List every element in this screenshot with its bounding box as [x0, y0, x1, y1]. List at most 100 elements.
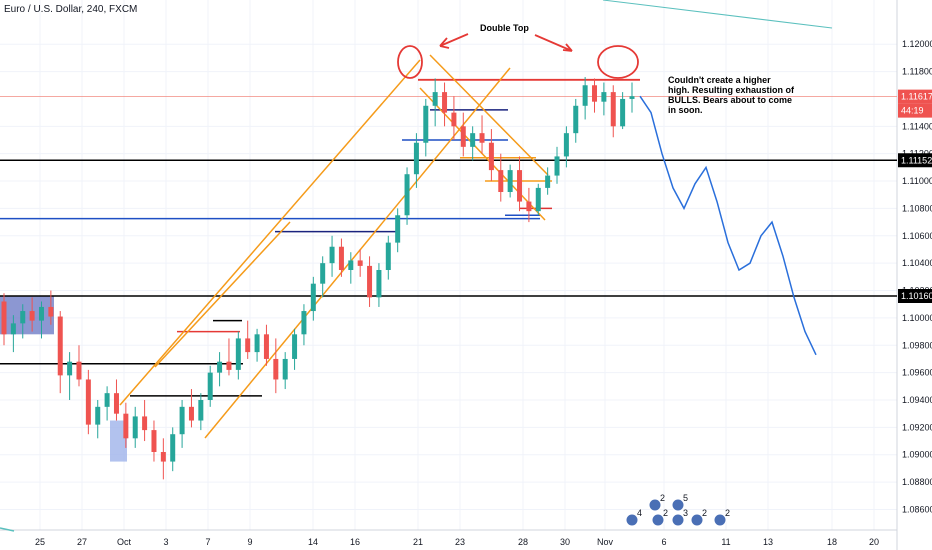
candle-body: [179, 406, 185, 435]
y-tick-label: 1.10400: [902, 258, 932, 268]
event-flag-icon: 3: [671, 508, 688, 527]
countdown-tag: 44:19: [901, 106, 924, 116]
candle-body: [432, 92, 438, 106]
grid: [0, 0, 897, 530]
projection-path: [639, 95, 817, 356]
candle-body: [488, 142, 494, 171]
candle-body: [1, 301, 7, 335]
teal-mark: [0, 527, 15, 532]
candle-body: [132, 416, 138, 439]
trend-line-teal: [602, 0, 833, 29]
event-flag-icon: 5: [671, 493, 688, 512]
event-flag-icon: 2: [651, 508, 668, 527]
y-tick-label: 1.11400: [902, 121, 932, 131]
event-count: 3: [683, 508, 688, 518]
candle-body: [29, 311, 35, 321]
level-tag-a: 1.11152: [901, 155, 932, 165]
y-tick-label: 1.09000: [902, 450, 932, 460]
candle-body: [535, 187, 541, 212]
candle-body: [545, 175, 551, 188]
candle-body: [95, 406, 101, 425]
x-tick-label: Oct: [117, 537, 132, 547]
candle-body: [460, 126, 466, 147]
candle-body: [245, 338, 251, 353]
x-tick-label: 7: [205, 537, 210, 547]
candle-body: [367, 265, 373, 298]
double-top-circle-1: [397, 45, 423, 79]
y-tick-label: 1.10600: [902, 231, 932, 241]
candle-body: [282, 358, 288, 380]
y-tick-label: 1.08800: [902, 477, 932, 487]
current-price-tag-bg: [898, 89, 932, 104]
arrow-icon-right: [534, 34, 573, 52]
level-tag-a-bg: [898, 153, 932, 168]
candle-body: [451, 112, 457, 127]
event-count: 4: [637, 508, 642, 518]
candle-body: [470, 133, 476, 147]
candle-body: [395, 215, 401, 243]
candle-body: [517, 170, 523, 202]
event-flag-icon: [713, 513, 727, 527]
channel-line: [119, 59, 421, 406]
candle-body: [85, 379, 91, 425]
candle-body: [629, 96, 635, 99]
candle-body: [48, 306, 54, 317]
candle-body: [526, 201, 532, 212]
x-tick-label: 14: [308, 537, 318, 547]
x-tick-label: 18: [827, 537, 837, 547]
event-count: 2: [663, 508, 668, 518]
candle-body: [442, 92, 448, 113]
candle-body: [320, 263, 326, 284]
channel-line: [204, 67, 511, 439]
candle-body: [601, 92, 607, 102]
countdown-tag-bg: [898, 103, 932, 118]
event-flag-icon: 2: [713, 508, 730, 527]
candle-body: [170, 434, 176, 462]
candle-body: [217, 361, 223, 373]
candle-body: [338, 246, 344, 270]
event-flag-icon: 2: [648, 493, 665, 512]
event-count: 2: [725, 508, 730, 518]
x-tick-label: 30: [560, 537, 570, 547]
event-flag-icon: 4: [625, 508, 642, 527]
y-tick-label: 1.09400: [902, 395, 932, 405]
candle-body: [329, 246, 335, 264]
candle-body: [423, 105, 429, 143]
candle-body: [573, 105, 579, 134]
candles: [1, 77, 635, 480]
y-tick-label: 1.10800: [902, 203, 932, 213]
demand-zone-box: [110, 420, 127, 462]
candle-body: [376, 270, 382, 298]
analysis-note-line: Couldn't create a higher: [668, 75, 771, 85]
x-tick-label: 20: [869, 537, 879, 547]
candle-body: [592, 85, 598, 102]
candle-body: [10, 323, 16, 335]
y-tick-label: 1.11000: [902, 176, 932, 186]
event-flag-icon: [671, 498, 685, 512]
x-tick-label: 25: [35, 537, 45, 547]
candle-body: [142, 416, 148, 431]
y-tick-label: 1.09200: [902, 422, 932, 432]
x-tick-label: 21: [413, 537, 423, 547]
event-count: 5: [683, 493, 688, 503]
channel-line: [419, 87, 546, 221]
candle-body: [198, 400, 204, 421]
arrow-icon-left: [439, 33, 469, 49]
candle-body: [38, 306, 44, 321]
x-tick-label: 6: [661, 537, 666, 547]
y-tick-label: 1.08600: [902, 504, 932, 514]
y-tick-label: 1.10000: [902, 313, 932, 323]
candle-body: [207, 372, 213, 400]
y-tick-label: 1.12000: [902, 39, 932, 49]
candle-body: [273, 358, 279, 380]
x-tick-label: 16: [350, 537, 360, 547]
event-flag-icon: [690, 513, 704, 527]
candle-body: [582, 85, 588, 106]
candle-body: [67, 361, 73, 376]
candle-body: [263, 334, 269, 359]
y-tick-label: 1.09800: [902, 340, 932, 350]
candle-body: [357, 260, 363, 266]
candle-body: [310, 283, 316, 312]
candle-body: [254, 334, 260, 353]
